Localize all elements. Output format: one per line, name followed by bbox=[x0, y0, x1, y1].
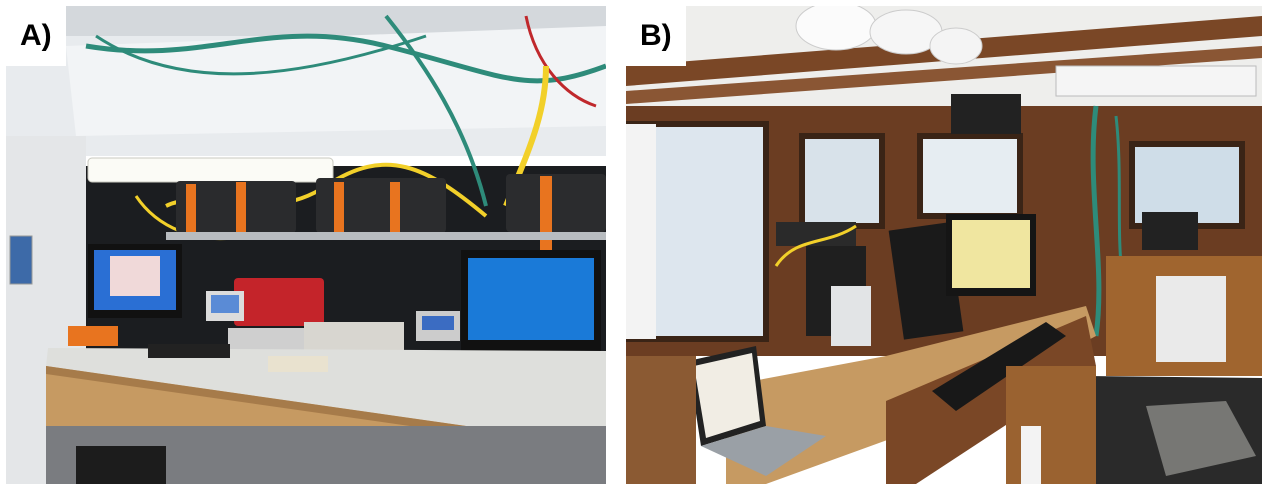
photo-panel-a: A) bbox=[6, 6, 606, 484]
bridge-console-photo bbox=[626, 6, 1262, 484]
panel-label-b: B) bbox=[626, 6, 686, 66]
lab-bench-photo bbox=[6, 6, 606, 484]
photo-panel-b: B) bbox=[626, 6, 1262, 484]
panel-label-a: A) bbox=[6, 6, 66, 66]
